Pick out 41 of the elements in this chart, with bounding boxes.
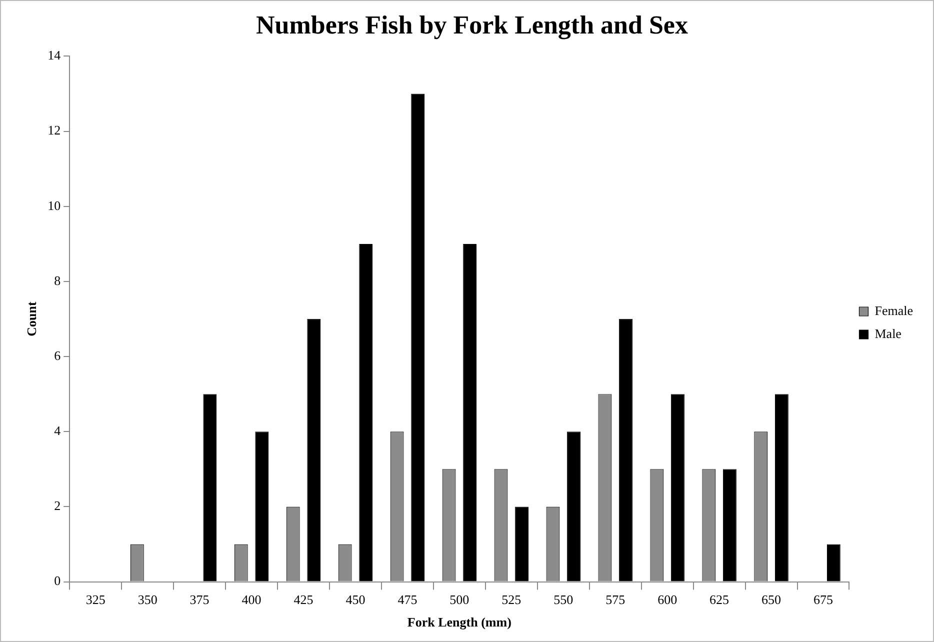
legend-label: Male bbox=[874, 326, 902, 341]
y-tick-label: 2 bbox=[54, 498, 61, 514]
x-tick-label: 625 bbox=[710, 592, 730, 608]
x-tick-label: 425 bbox=[294, 592, 314, 608]
x-tick-label: 650 bbox=[762, 592, 782, 608]
bar bbox=[826, 544, 840, 582]
y-tick-label: 14 bbox=[48, 48, 62, 63]
x-tick-label: 600 bbox=[658, 592, 678, 608]
y-tick-label: 10 bbox=[48, 198, 61, 213]
x-tick-label: 475 bbox=[398, 592, 418, 608]
x-tick-label: 450 bbox=[346, 592, 366, 608]
bar bbox=[515, 506, 529, 582]
x-axis-title: Fork Length (mm) bbox=[407, 614, 512, 630]
x-tick-label: 525 bbox=[502, 592, 522, 608]
x-tick-label: 500 bbox=[450, 592, 470, 608]
x-tick-label: 350 bbox=[138, 592, 158, 608]
x-tick-label: 375 bbox=[190, 592, 210, 608]
x-tick-label: 400 bbox=[242, 592, 262, 608]
legend-label: Female bbox=[874, 302, 914, 318]
y-tick-label: 8 bbox=[54, 272, 61, 288]
bar bbox=[411, 94, 425, 582]
bar bbox=[618, 319, 632, 582]
x-tick-label: 325 bbox=[86, 592, 106, 608]
y-tick-label: 12 bbox=[48, 122, 61, 138]
y-tick-label: 6 bbox=[54, 348, 62, 363]
x-tick-label: 550 bbox=[554, 592, 574, 608]
bar bbox=[463, 244, 477, 582]
bar bbox=[722, 469, 736, 582]
bar bbox=[307, 319, 321, 582]
bar bbox=[359, 244, 373, 582]
bar bbox=[670, 394, 684, 582]
chart-title: Numbers Fish by Fork Length and Sex bbox=[256, 10, 688, 40]
y-tick-label: 4 bbox=[54, 423, 62, 438]
bar bbox=[255, 432, 269, 582]
x-tick-label: 675 bbox=[814, 592, 833, 608]
y-tick-label: 0 bbox=[54, 573, 61, 588]
y-axis-title: Count bbox=[24, 300, 40, 336]
bar bbox=[567, 432, 581, 582]
bar bbox=[203, 394, 217, 582]
bar bbox=[774, 394, 788, 582]
x-tick-label: 575 bbox=[606, 592, 626, 608]
